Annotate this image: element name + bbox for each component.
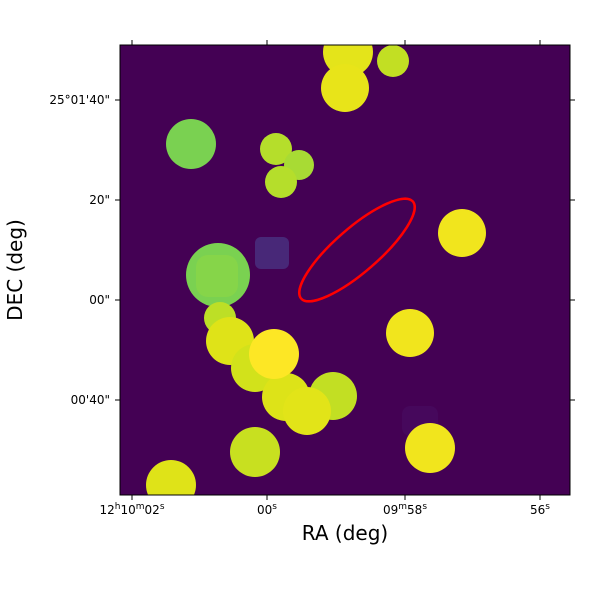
x-tick-label: 09m58s — [383, 502, 427, 517]
x-tick-label: 56s — [530, 502, 550, 517]
y-tick-label: 00'40" — [71, 393, 110, 407]
sky-image — [120, 45, 570, 495]
plot-frame — [119, 44, 571, 496]
x-tick-label: 12h10m02s — [99, 502, 164, 517]
region-ellipse — [298, 197, 416, 303]
x-axis-label: RA (deg) — [302, 521, 388, 545]
y-axis-label: DEC (deg) — [3, 219, 27, 321]
x-tick-label: 00s — [257, 502, 277, 517]
y-tick-label: 25°01'40" — [49, 93, 110, 107]
y-tick-label: 20" — [89, 193, 110, 207]
y-tick-label: 00" — [89, 293, 110, 307]
